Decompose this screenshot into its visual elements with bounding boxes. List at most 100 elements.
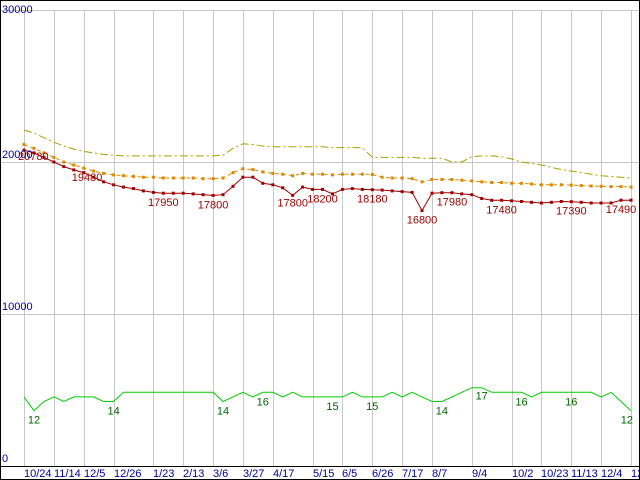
store-count-value-label: 14: [436, 406, 448, 418]
lowest-price-marker: [589, 201, 593, 205]
y-axis-labels: 0 10000 20000 30000: [2, 4, 33, 465]
average-price-marker: [410, 177, 414, 181]
y-axis-label: 10000: [2, 301, 33, 313]
average-price-marker: [619, 185, 623, 189]
lowest-price-marker: [141, 189, 145, 193]
average-price-marker: [599, 184, 603, 188]
store-count-value-label: 16: [565, 396, 577, 408]
lowest-price-marker: [221, 193, 225, 197]
average-price-marker: [72, 163, 76, 167]
average-price-marker: [271, 171, 275, 175]
lowest-price-marker: [72, 168, 76, 172]
average-price-marker: [311, 172, 315, 176]
lowest-price-marker: [251, 175, 255, 179]
x-axis-label: 9/4: [472, 468, 487, 480]
average-price-marker: [360, 172, 364, 176]
lowest-price-value-label: 19480: [72, 172, 103, 184]
average-price-marker: [500, 181, 504, 184]
average-price-marker: [549, 183, 553, 187]
average-price-marker: [161, 176, 165, 180]
lowest-price-value-label: 17950: [148, 197, 179, 209]
average-price-marker: [350, 172, 354, 176]
average-price-marker: [579, 184, 583, 188]
store-count-value-label: 12: [28, 415, 40, 427]
lowest-price-value-label: 17390: [556, 206, 587, 218]
x-axis-label: 10/23: [541, 468, 569, 480]
x-axis-label: 7/17: [402, 468, 423, 480]
average-price-marker: [420, 180, 424, 184]
average-price-marker: [231, 171, 235, 175]
average-price-line: [23, 144, 632, 188]
average-price-marker: [122, 174, 125, 178]
average-price-marker: [430, 178, 434, 181]
lowest-price-marker: [390, 189, 394, 193]
lowest-price-marker: [122, 185, 125, 189]
average-price-marker: [141, 175, 145, 179]
x-axis-label: 3/6: [213, 468, 228, 480]
average-price-marker: [490, 181, 494, 184]
lowest-price-value-label: 17980: [437, 197, 468, 209]
lowest-price-marker: [500, 198, 504, 202]
average-price-marker: [102, 171, 106, 175]
lowest-price-marker: [510, 199, 514, 203]
average-price-marker: [460, 178, 464, 182]
lowest-price-marker: [291, 193, 295, 197]
average-price-marker: [301, 171, 305, 175]
lowest-price-marker: [82, 171, 86, 175]
average-price-marker: [251, 168, 255, 172]
lowest-price-marker: [370, 188, 374, 192]
average-price-marker: [132, 174, 135, 178]
lowest-price-marker: [311, 187, 315, 191]
lowest-price-marker: [171, 191, 175, 195]
lowest-price-marker: [400, 190, 404, 194]
lowest-price-marker: [241, 175, 245, 179]
y-axis-label: 30000: [2, 4, 33, 16]
lowest-price-marker: [460, 192, 464, 196]
store-count-value-label: 14: [217, 406, 229, 418]
average-price-marker: [559, 183, 563, 187]
average-price-marker: [211, 177, 215, 181]
average-price-marker: [530, 182, 533, 186]
lowest-price-marker: [609, 201, 613, 205]
lowest-price-value-label: 17480: [486, 204, 517, 216]
lowest-price-marker: [161, 191, 165, 195]
x-axis-label: 12/26: [114, 468, 142, 480]
lowest-price-marker: [410, 190, 414, 194]
average-price-marker: [32, 146, 36, 150]
lowest-price-marker: [231, 184, 235, 188]
lowest-price-value-label: 16800: [407, 215, 438, 227]
series-lowest-price: [22, 148, 633, 213]
average-price-marker: [191, 176, 195, 180]
average-price-marker: [171, 176, 175, 180]
store-count-value-label: 17: [476, 391, 488, 403]
lowest-price-marker: [470, 193, 474, 197]
average-price-marker: [510, 181, 514, 185]
lowest-price-marker: [629, 198, 633, 202]
average-price-marker: [380, 175, 384, 179]
lowest-price-marker: [599, 201, 603, 205]
x-axis-label: 10/2: [512, 468, 533, 480]
x-axis-label: 12/4: [601, 468, 622, 480]
highest-price-line: [23, 129, 632, 179]
series-store-count: [23, 387, 632, 412]
lowest-price-value-label: 17800: [198, 199, 229, 211]
lowest-price-marker: [132, 187, 135, 191]
average-price-marker: [261, 170, 265, 174]
lowest-price-marker: [360, 187, 364, 191]
average-price-marker: [470, 179, 474, 183]
lowest-price-marker: [579, 200, 583, 204]
average-price-marker: [370, 173, 374, 176]
lowest-price-marker: [321, 187, 324, 191]
lowest-price-line: [23, 149, 631, 212]
average-price-marker: [181, 176, 185, 180]
lowest-price-marker: [380, 188, 384, 192]
lowest-price-marker: [52, 160, 56, 164]
lowest-price-marker: [420, 209, 424, 213]
lowest-price-marker: [112, 183, 116, 187]
x-axis-labels: 10/24 11/14 12/5 12/26 1/23 2/13 3/6 3/27 4/17 5/…: [24, 468, 640, 480]
series-highest-price: [23, 129, 632, 179]
average-price-marker: [589, 184, 593, 188]
lowest-price-value-label: 18200: [307, 193, 338, 205]
average-price-marker: [52, 155, 56, 159]
